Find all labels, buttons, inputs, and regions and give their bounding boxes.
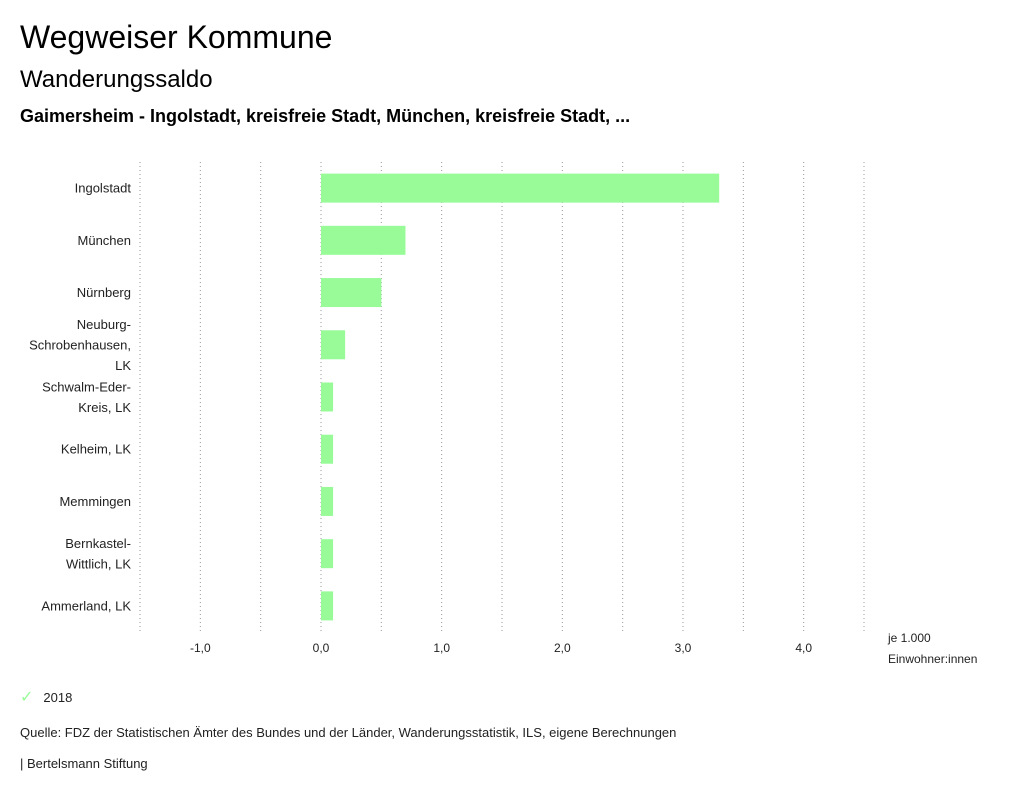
source-note: Quelle: FDZ der Statistischen Ämter des … (20, 725, 677, 740)
category-label: Wittlich, LK (66, 556, 131, 571)
category-label: Schwalm-Eder- (42, 379, 131, 394)
x-axis-unit-line-2: Einwohner:innen (888, 652, 978, 666)
bar-4 (321, 382, 334, 412)
category-label: Nürnberg (77, 285, 131, 300)
category-label: Kreis, LK (78, 400, 131, 415)
legend-label: 2018 (43, 689, 73, 705)
page-title: Wegweiser Kommune (20, 19, 333, 55)
bar-2 (321, 278, 382, 308)
bar-1 (321, 225, 406, 255)
x-axis-unit-line-1: je 1.000 (888, 631, 931, 645)
bar-8 (321, 591, 334, 621)
category-label: Ammerland, LK (41, 598, 131, 613)
chart-subtitle: Wanderungssaldo (20, 66, 213, 93)
category-label: Memmingen (59, 494, 131, 509)
bar-7 (321, 539, 334, 569)
category-label: Ingolstadt (75, 181, 132, 196)
category-label: Bernkastel- (65, 536, 131, 551)
category-label: Neuburg- (77, 317, 131, 332)
legend-item-2018[interactable]: ✓ 2018 (20, 687, 72, 707)
x-axis-unit-label: je 1.000 Einwohner:innen (888, 628, 977, 670)
bar-6 (321, 486, 334, 516)
x-tick-label: 0,0 (313, 641, 330, 655)
x-tick-label: -1,0 (190, 641, 211, 655)
x-tick-label: 2,0 (554, 641, 571, 655)
category-label: Kelheim, LK (61, 442, 131, 457)
publisher-note: | Bertelsmann Stiftung (20, 756, 148, 771)
category-label: LK (115, 358, 131, 373)
bar-5 (321, 434, 334, 464)
category-label: Schrobenhausen, (29, 337, 131, 352)
category-label: München (78, 233, 131, 248)
bar-0 (321, 173, 720, 203)
x-tick-label: 4,0 (795, 641, 812, 655)
selection-label: Gaimersheim - Ingolstadt, kreisfreie Sta… (20, 106, 631, 126)
x-tick-label: 3,0 (675, 641, 692, 655)
x-tick-label: 1,0 (433, 641, 450, 655)
bar-3 (321, 330, 346, 360)
check-icon: ✓ (20, 689, 34, 706)
